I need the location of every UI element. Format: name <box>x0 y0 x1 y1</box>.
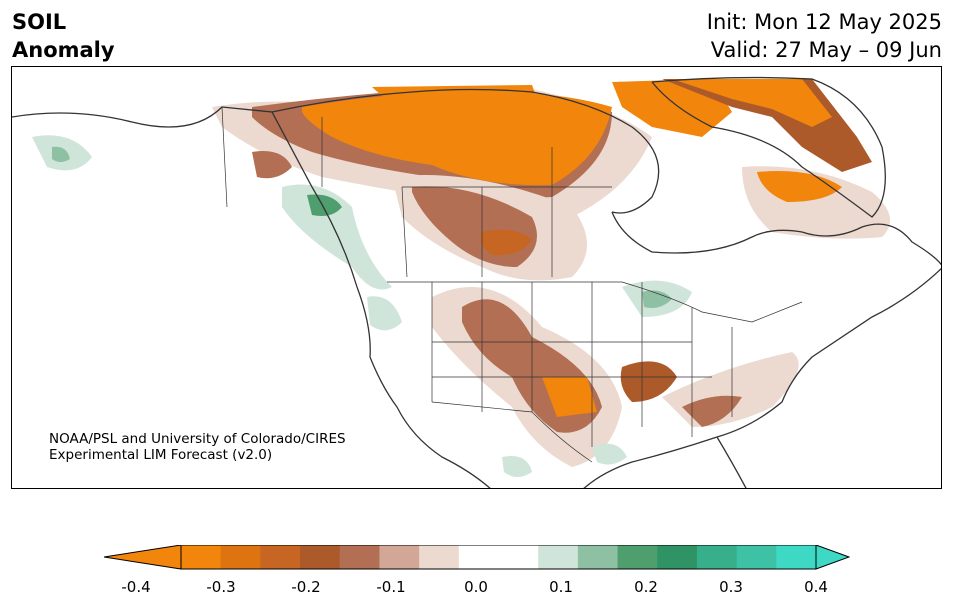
colorbar-bin <box>776 545 817 569</box>
anomaly-region-labrador-core <box>757 171 842 202</box>
wet-region-alaska-core <box>52 146 70 162</box>
map-outlines <box>12 76 941 488</box>
border-canada-provinces <box>321 117 612 278</box>
anomaly-region-oklahoma-core <box>542 377 597 417</box>
border-us-mexico <box>431 401 593 463</box>
colorbar-bin <box>220 545 261 569</box>
coastline-hudson-bay <box>611 211 941 266</box>
anomaly-region-prairies-core <box>480 229 532 256</box>
anomaly-region-yukon <box>252 151 292 179</box>
anomaly-map <box>12 76 941 488</box>
colorbar-bin <box>339 545 380 569</box>
init-date-label: Init: Mon 12 May 2025 <box>706 10 942 34</box>
colorbar-under-arrow <box>104 545 182 570</box>
coastline-arctic <box>271 88 660 214</box>
colorbar-bin <box>657 545 698 569</box>
anomaly-region-canada-north-core <box>302 90 612 186</box>
coastline-gulf <box>583 436 718 488</box>
wet-region-bc <box>282 184 392 290</box>
coastline-florida <box>716 436 747 488</box>
coastline-pacific <box>12 106 491 488</box>
credit-text: NOAA/PSL and University of Colorado/CIRE… <box>49 431 346 463</box>
wet-region-pacific-nw <box>367 296 402 331</box>
coastline-greenland <box>651 76 886 218</box>
colorbar-tick-label: -0.1 <box>376 578 406 596</box>
colorbar-bin <box>498 545 539 569</box>
colorbar <box>104 545 850 570</box>
title-line-2: Anomaly <box>12 38 115 62</box>
colorbar-bin <box>577 545 619 569</box>
wet-region-bc-core <box>307 194 342 216</box>
colorbar-tick-label: 0.0 <box>464 578 488 596</box>
colorbar-tick-label: -0.4 <box>121 578 151 596</box>
colorbar-bins <box>181 545 817 569</box>
colorbar-bin <box>538 545 579 569</box>
wet-region-great-lakes-core <box>642 290 672 308</box>
colorbar-tick-label: 0.4 <box>804 578 828 596</box>
colorbar-bin <box>181 545 222 569</box>
anomaly-region-greenland-core <box>672 79 832 127</box>
border-us-canada <box>387 281 803 323</box>
colorbar-bin <box>696 545 738 569</box>
colorbar-bin <box>736 545 777 569</box>
wet-region-mexico <box>502 456 532 477</box>
title-line-1: SOIL <box>12 10 67 34</box>
border-us-states <box>431 282 733 447</box>
credit-line-1: NOAA/PSL and University of Colorado/CIRE… <box>49 431 346 447</box>
anomaly-region-ozarks <box>620 361 677 402</box>
valid-date-label: Valid: 27 May – 09 Jun <box>710 38 942 62</box>
border-alaska-canada <box>221 106 228 208</box>
colorbar-frame <box>180 545 817 570</box>
colorbar-bin <box>458 545 499 569</box>
colorbar-bin <box>300 545 341 569</box>
map-title: SOIL Anomaly <box>12 8 115 64</box>
colorbar-over-arrow <box>815 545 850 570</box>
political-borders <box>221 106 803 463</box>
colorbar-tick-label: 0.1 <box>549 578 573 596</box>
anomaly-region-southeast-mid <box>682 395 742 427</box>
credit-line-2: Experimental LIM Forecast (v2.0) <box>49 447 273 463</box>
map-panel <box>11 66 942 489</box>
wet-region-gulf <box>592 443 627 465</box>
colorbar-tick-label: 0.3 <box>719 578 743 596</box>
colorbar-bin <box>617 545 658 569</box>
forecast-dates: Init: Mon 12 May 2025 Valid: 27 May – 09… <box>707 8 942 64</box>
anomaly-region-southeast <box>662 352 799 427</box>
colorbar-tick-label: 0.2 <box>634 578 658 596</box>
colorbar-bin <box>379 545 420 569</box>
colorbar-bin <box>260 545 301 569</box>
colorbar-tick-label: -0.3 <box>206 578 236 596</box>
colorbar-bin <box>419 545 460 569</box>
coastline-atlantic <box>716 267 941 438</box>
colorbar-tick-label: -0.2 <box>291 578 321 596</box>
